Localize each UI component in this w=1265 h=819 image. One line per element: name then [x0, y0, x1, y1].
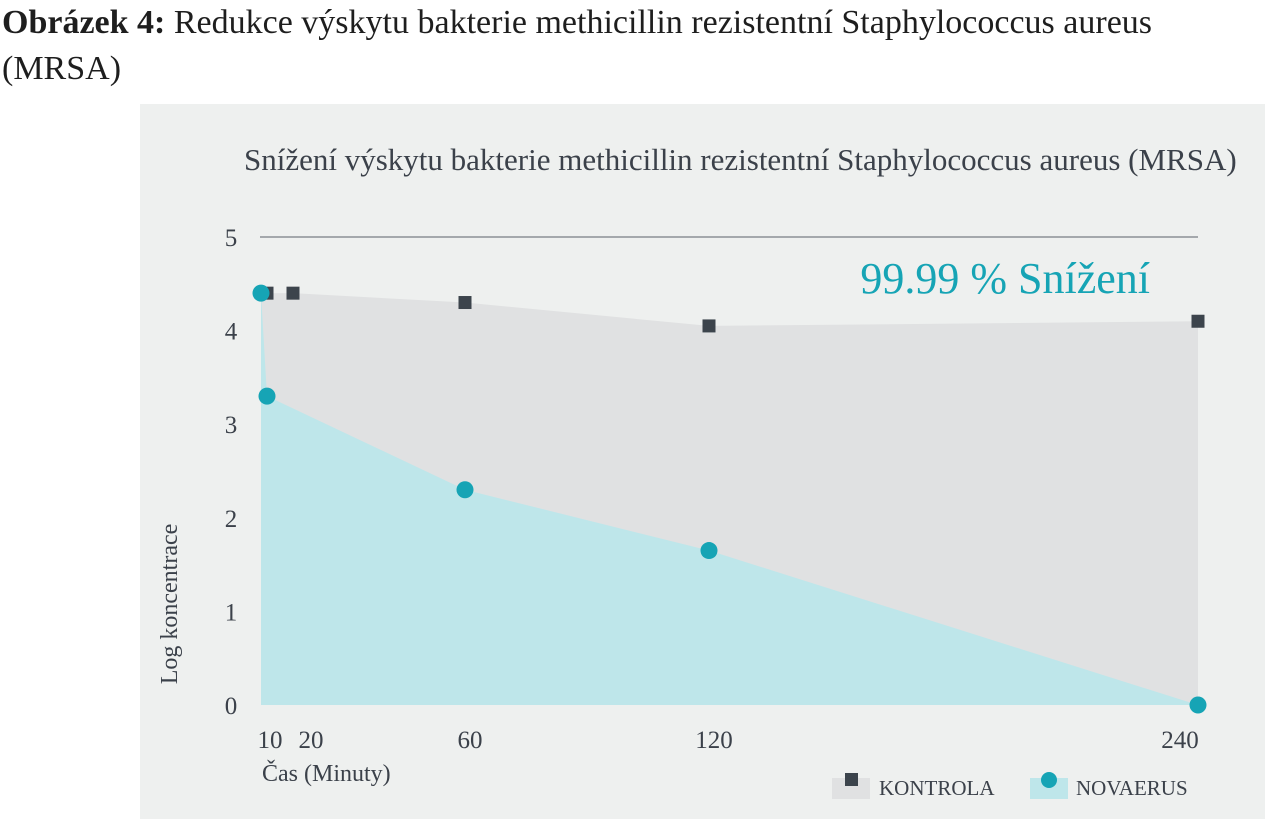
legend-swatch-kontrola — [832, 778, 870, 799]
kontrola-point — [458, 296, 472, 310]
kontrola-point — [286, 286, 300, 300]
figure-caption: Obrázek 4: Redukce výskytu bakterie meth… — [2, 0, 1242, 92]
novaerus-point — [252, 284, 270, 302]
x-tick-label: 60 — [458, 727, 483, 754]
x-tick-label: 240 — [1161, 727, 1199, 754]
area-layer — [261, 293, 1198, 705]
novaerus-point — [700, 542, 718, 560]
kontrola-point — [702, 319, 716, 333]
figure-caption-text: Redukce výskytu bakterie methicillin rez… — [2, 4, 1153, 87]
legend: KONTROLA NOVAERUS — [832, 772, 1188, 800]
y-tick-label: 0 — [225, 693, 238, 720]
x-axis-label: Čas (Minuty) — [262, 760, 391, 787]
legend-label-kontrola: KONTROLA — [879, 776, 995, 800]
x-tick-label: 20 — [299, 727, 324, 754]
x-tick-label: 120 — [695, 727, 733, 754]
y-tick-label: 5 — [225, 225, 238, 252]
novaerus-point — [456, 481, 474, 499]
y-tick-label: 1 — [225, 599, 238, 626]
novaerus-point — [258, 387, 276, 405]
novaerus-area — [261, 293, 1198, 705]
legend-label-novaerus: NOVAERUS — [1076, 776, 1188, 800]
y-tick-label: 4 — [225, 319, 238, 346]
reduction-callout: 99.99 % Snížení — [860, 254, 1150, 303]
y-tick-label: 2 — [225, 506, 238, 533]
figure-label: Obrázek 4: — [2, 4, 166, 41]
novaerus-point — [1189, 696, 1207, 714]
legend-marker-novaerus — [1041, 772, 1057, 788]
y-tick-label: 3 — [225, 412, 238, 439]
marker-layer — [252, 284, 1207, 714]
x-tick-label: 10 — [258, 727, 283, 754]
legend-marker-kontrola — [845, 773, 858, 786]
y-tick-labels: 0 1 2 3 4 5 — [225, 225, 238, 720]
kontrola-point — [1191, 314, 1205, 328]
legend-swatch-novaerus — [1030, 778, 1068, 799]
x-tick-labels: 10 20 60 120 240 — [258, 727, 1199, 754]
chart-title: Snížení výskytu bakterie methicillin rez… — [244, 142, 1237, 177]
y-axis-label: Log koncentrace — [157, 524, 183, 685]
